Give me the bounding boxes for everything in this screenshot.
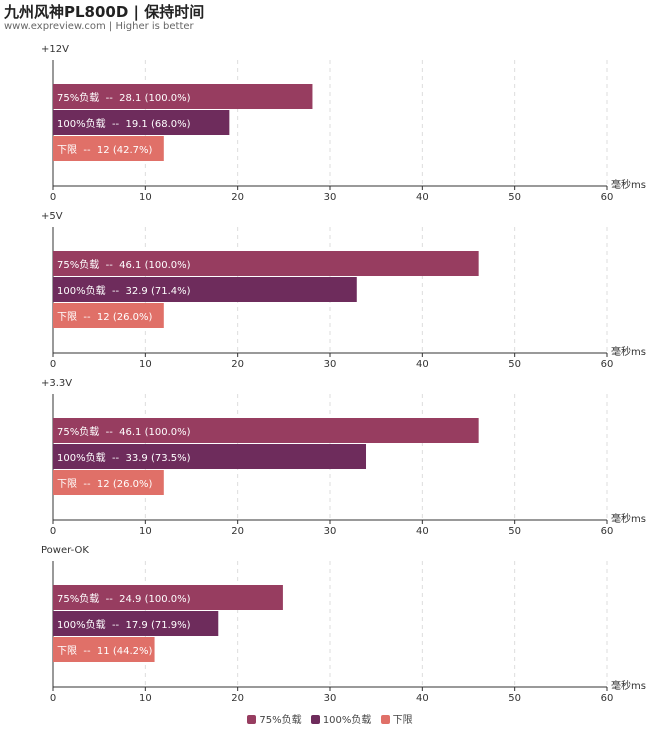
panel-1-tick-label-5: 50 <box>508 192 521 203</box>
panel-3-unit-label: 毫秒ms <box>611 512 646 525</box>
panel-4-unit-label: 毫秒ms <box>611 679 646 692</box>
panel-2-bar-label-1: 75%负载 -- 46.1 (100.0%) <box>57 258 191 271</box>
panel-2-bar-label-2: 100%负载 -- 32.9 (71.4%) <box>57 284 191 297</box>
panel-3-tick-label-4: 40 <box>416 526 429 537</box>
chart-subtitle: www.expreview.com | Higher is better <box>4 21 194 32</box>
panel-4-bar-2 <box>53 611 219 636</box>
panel-4-tick-label-4: 40 <box>416 693 429 704</box>
legend-swatch-100 <box>310 715 320 724</box>
panel-4-bar-label-3: 下限 -- 11 (44.2%) <box>57 645 153 657</box>
panel-1-bar-label-2: 100%负载 -- 19.1 (68.0%) <box>57 117 191 130</box>
legend-item-75[interactable]: 75%负载 <box>247 711 302 726</box>
panel-3-bar-label-1: 75%负载 -- 46.1 (100.0%) <box>57 425 191 438</box>
panel-1-tick-label-2: 20 <box>231 192 244 203</box>
panel-3-bar-label-3: 下限 -- 12 (26.0%) <box>57 478 153 490</box>
panel-3-title: +3.3V <box>41 378 72 389</box>
panel-4-tick-label-6: 60 <box>601 693 614 704</box>
panel-1-bar-2 <box>53 110 230 135</box>
panel-2-tick-label-3: 30 <box>324 359 337 370</box>
panel-2-tick-label-5: 50 <box>508 359 521 370</box>
panel-2-tick-label-0: 0 <box>50 359 56 370</box>
panel-3-bar-1 <box>53 418 479 443</box>
panel-4-tick-label-1: 10 <box>139 693 152 704</box>
panel-4-tick-label-2: 20 <box>231 693 244 704</box>
panel-2-tick-label-4: 40 <box>416 359 429 370</box>
panel-1-title: +12V <box>41 44 69 55</box>
legend-item-min[interactable]: 下限 <box>380 711 413 726</box>
panel-1-bar-1 <box>53 84 313 109</box>
panel-3-bar-3 <box>53 470 164 495</box>
panel-3-bar-2 <box>53 444 367 469</box>
legend-swatch-min <box>380 715 390 724</box>
panel-4-bar-1 <box>53 585 283 610</box>
panel-3-tick-label-1: 10 <box>139 526 152 537</box>
panel-4-bar-label-2: 100%负载 -- 17.9 (71.9%) <box>57 618 191 631</box>
panel-3-tick-label-3: 30 <box>324 526 337 537</box>
panel-1-tick-label-4: 40 <box>416 192 429 203</box>
panel-3-tick-label-2: 20 <box>231 526 244 537</box>
legend-label-100: 100%负载 <box>322 715 372 726</box>
chart-title: 九州风神PL800D | 保持时间 <box>4 3 205 21</box>
panel-2-title: +5V <box>41 211 63 222</box>
panel-1-bar-label-1: 75%负载 -- 28.1 (100.0%) <box>57 91 191 104</box>
panel-3-tick-label-0: 0 <box>50 526 56 537</box>
legend-item-100[interactable]: 100%负载 <box>310 711 372 726</box>
legend: 75%负载 100%负载 下限 <box>0 711 660 726</box>
panel-1-unit-label: 毫秒ms <box>611 178 646 191</box>
panel-1-tick-label-3: 30 <box>324 192 337 203</box>
panel-4-tick-label-3: 30 <box>324 693 337 704</box>
panel-4-tick-label-5: 50 <box>508 693 521 704</box>
legend-label-min: 下限 <box>392 715 413 726</box>
panel-1-bar-3 <box>53 136 164 161</box>
panel-2-tick-label-1: 10 <box>139 359 152 370</box>
legend-label-75: 75%负载 <box>259 715 302 726</box>
panel-2-bar-2 <box>53 277 357 302</box>
panel-2-bar-3 <box>53 303 164 328</box>
panel-2-bar-label-3: 下限 -- 12 (26.0%) <box>57 311 153 323</box>
panel-1-bar-label-3: 下限 -- 12 (42.7%) <box>57 144 153 156</box>
legend-swatch-75 <box>247 715 257 724</box>
panel-4-title: Power-OK <box>41 545 89 556</box>
panel-3-tick-label-5: 50 <box>508 526 521 537</box>
panel-3-bar-label-2: 100%负载 -- 33.9 (73.5%) <box>57 451 191 464</box>
panel-4-bar-3 <box>53 637 155 662</box>
panel-1-tick-label-6: 60 <box>601 192 614 203</box>
panel-2-unit-label: 毫秒ms <box>611 345 646 358</box>
panel-3-tick-label-6: 60 <box>601 526 614 537</box>
panel-2-bar-1 <box>53 251 479 276</box>
panel-4-bar-label-1: 75%负载 -- 24.9 (100.0%) <box>57 592 191 605</box>
panel-2-tick-label-6: 60 <box>601 359 614 370</box>
panel-1-tick-label-1: 10 <box>139 192 152 203</box>
panel-2-tick-label-2: 20 <box>231 359 244 370</box>
panel-1-tick-label-0: 0 <box>50 192 56 203</box>
panel-4-tick-label-0: 0 <box>50 693 56 704</box>
